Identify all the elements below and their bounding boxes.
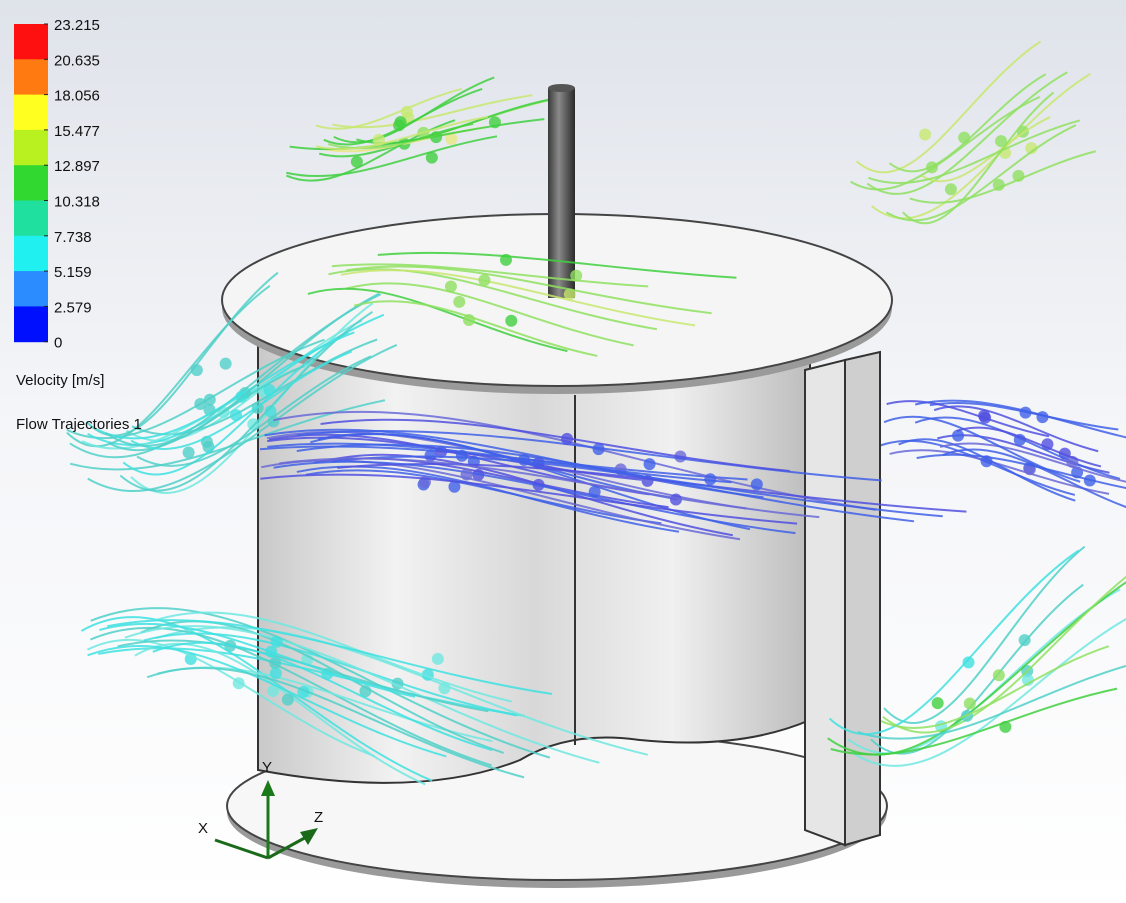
viewport: 23.215 20.635 18.056 15.477 12.897 10.318 7.73… [0, 0, 1126, 898]
trajectory-marker [489, 116, 501, 128]
trajectory-marker [271, 636, 283, 648]
trajectory-marker [589, 486, 601, 498]
trajectory-marker [644, 458, 656, 470]
colorbar-label: 0 [54, 335, 62, 352]
trajectory-marker [438, 682, 450, 694]
triad-z-label: Z [314, 809, 323, 826]
trajectory-marker [282, 694, 294, 706]
trajectory-marker [401, 106, 413, 118]
trajectory-marker [505, 315, 517, 327]
trajectory-marker [453, 296, 465, 308]
blade-edge-side [845, 352, 880, 845]
page: 23.215 20.635 18.056 15.477 12.897 10.318 7.73… [0, 0, 1126, 898]
triad-y-label: Y [262, 759, 272, 776]
trajectory-marker [561, 433, 573, 445]
trajectory-marker [351, 156, 363, 168]
colorbar-label: 12.897 [54, 158, 100, 175]
trajectory-marker [461, 469, 473, 481]
colorbar-segment [14, 130, 48, 166]
colorbar-label: 18.056 [54, 88, 100, 105]
colorbar-label: 15.477 [54, 123, 100, 140]
colorbar-segment [14, 59, 48, 95]
colorbar-label: 10.318 [54, 193, 100, 210]
colorbar-label: 5.159 [54, 264, 92, 281]
trajectory-marker [570, 270, 582, 282]
trajectory-marker [751, 478, 763, 490]
trajectory-marker [945, 183, 957, 195]
trajectory-marker [919, 128, 931, 140]
trajectory-marker [1019, 634, 1031, 646]
legend-feature: Flow Trajectories 1 [16, 416, 142, 433]
trajectory-marker [183, 446, 195, 458]
trajectory-marker [500, 254, 512, 266]
trajectory-marker [979, 412, 991, 424]
colorbar-segment [14, 95, 48, 131]
blade-edge [805, 360, 845, 845]
trajectory-marker [432, 653, 444, 665]
colorbar-label: 20.635 [54, 52, 100, 69]
trajectory-marker [1036, 411, 1048, 423]
trajectory-marker [194, 398, 206, 410]
trajectory-marker [1084, 474, 1096, 486]
colorbar-segment [14, 24, 48, 60]
trajectory-marker [478, 274, 490, 286]
trajectory-marker [270, 667, 282, 679]
trajectory-marker [1012, 170, 1024, 182]
legend-quantity: Velocity [m/s] [16, 372, 104, 389]
triad-x-label: X [198, 820, 208, 837]
trajectory-marker [233, 677, 245, 689]
colorbar-segment [14, 271, 48, 307]
trajectory-marker [373, 134, 385, 146]
colorbar-segment [14, 306, 48, 342]
trajectory-marker [964, 698, 976, 710]
shaft [548, 88, 575, 298]
colorbar-label: 7.738 [54, 229, 92, 246]
trajectory-marker [230, 409, 242, 421]
trajectory-marker [220, 358, 232, 370]
colorbar-segment [14, 201, 48, 237]
colorbar-segment [14, 236, 48, 272]
colorbar-label: 2.579 [54, 299, 92, 316]
colorbar-label: 23.215 [54, 17, 100, 34]
colorbar-segment [14, 165, 48, 201]
trajectory-marker [981, 455, 993, 467]
shaft-top [548, 84, 575, 92]
trajectory-marker [999, 721, 1011, 733]
trajectory-marker [963, 656, 975, 668]
trajectory-marker [958, 132, 970, 144]
trajectory-marker [426, 152, 438, 164]
trajectory-marker [393, 119, 405, 131]
trajectory-marker [463, 314, 475, 326]
trajectory-marker [932, 697, 944, 709]
trajectory-marker [993, 669, 1005, 681]
trajectory-marker [926, 161, 938, 173]
trajectory-marker [456, 450, 468, 462]
trajectory-marker [1041, 438, 1053, 450]
